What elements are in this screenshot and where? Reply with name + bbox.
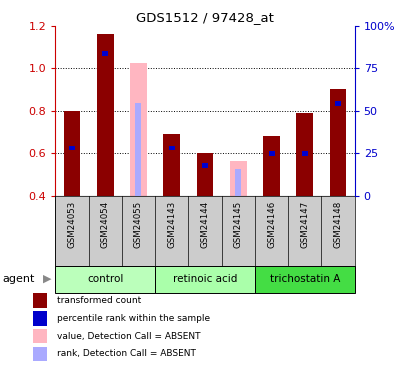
Title: GDS1512 / 97428_at: GDS1512 / 97428_at [136, 11, 273, 24]
Bar [334, 101, 340, 106]
Text: GSM24145: GSM24145 [233, 200, 242, 248]
Bar [254, 266, 354, 292]
Bar [97, 34, 113, 196]
Bar [33, 293, 47, 308]
Bar [229, 161, 246, 196]
Text: percentile rank within the sample: percentile rank within the sample [57, 314, 210, 323]
Bar [63, 111, 80, 196]
Bar [55, 266, 155, 292]
Bar [202, 163, 207, 168]
Text: rank, Detection Call = ABSENT: rank, Detection Call = ABSENT [57, 349, 196, 358]
Bar [33, 346, 47, 361]
Text: GSM24147: GSM24147 [299, 200, 308, 248]
Bar [102, 51, 108, 56]
Text: value, Detection Call = ABSENT: value, Detection Call = ABSENT [57, 332, 200, 340]
Text: trichostatin A: trichostatin A [269, 274, 339, 284]
Bar [155, 266, 254, 292]
Bar [163, 134, 180, 196]
Bar [329, 90, 346, 196]
Text: GSM24143: GSM24143 [167, 200, 176, 248]
Bar [33, 311, 47, 326]
Text: GSM24144: GSM24144 [200, 200, 209, 248]
Text: ▶: ▶ [43, 274, 51, 284]
Bar [296, 113, 312, 196]
Bar [301, 151, 307, 156]
Text: retinoic acid: retinoic acid [172, 274, 237, 284]
Text: control: control [87, 274, 123, 284]
Bar [196, 153, 213, 196]
Bar [235, 170, 240, 196]
Text: GSM24053: GSM24053 [67, 200, 76, 248]
Bar [33, 329, 47, 343]
Text: transformed count: transformed count [57, 296, 141, 305]
Text: GSM24054: GSM24054 [101, 200, 110, 248]
Bar [130, 63, 146, 196]
Text: agent: agent [2, 274, 34, 284]
Bar [263, 136, 279, 196]
Text: GSM24055: GSM24055 [134, 200, 143, 248]
Bar [69, 146, 75, 150]
Bar [268, 151, 274, 156]
Bar [135, 104, 141, 196]
Text: GSM24148: GSM24148 [333, 200, 342, 248]
Text: GSM24146: GSM24146 [266, 200, 275, 248]
Bar [169, 146, 174, 150]
